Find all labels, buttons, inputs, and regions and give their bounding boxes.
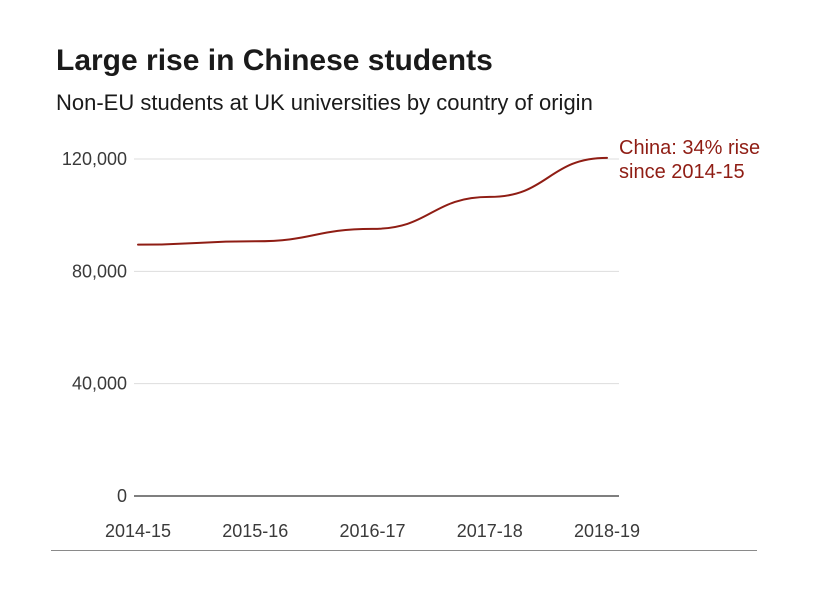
bottom-rule bbox=[51, 550, 757, 551]
series-layer bbox=[137, 156, 608, 246]
x-axis-ticks: 2014-15 2015-16 2016-17 2017-18 2018-19 bbox=[105, 521, 640, 541]
series-annotation: China: 34% rise since 2014-15 bbox=[619, 137, 761, 183]
y-tick-label: 120,000 bbox=[62, 149, 127, 169]
x-tick-label: 2017-18 bbox=[457, 521, 523, 541]
x-tick-label: 2018-19 bbox=[574, 521, 640, 541]
series-line-china bbox=[137, 156, 608, 246]
chart-title: Large rise in Chinese students bbox=[56, 44, 493, 77]
y-tick-label: 80,000 bbox=[72, 261, 127, 281]
y-tick-label: 0 bbox=[117, 486, 127, 506]
x-tick-label: 2016-17 bbox=[339, 521, 405, 541]
y-tick-label: 40,000 bbox=[72, 374, 127, 394]
y-axis-ticks: 0 40,000 80,000 120,000 bbox=[62, 149, 127, 506]
chart-subtitle: Non-EU students at UK universities by co… bbox=[56, 90, 593, 115]
x-tick-label: 2015-16 bbox=[222, 521, 288, 541]
gridlines bbox=[134, 158, 619, 497]
x-tick-label: 2014-15 bbox=[105, 521, 171, 541]
